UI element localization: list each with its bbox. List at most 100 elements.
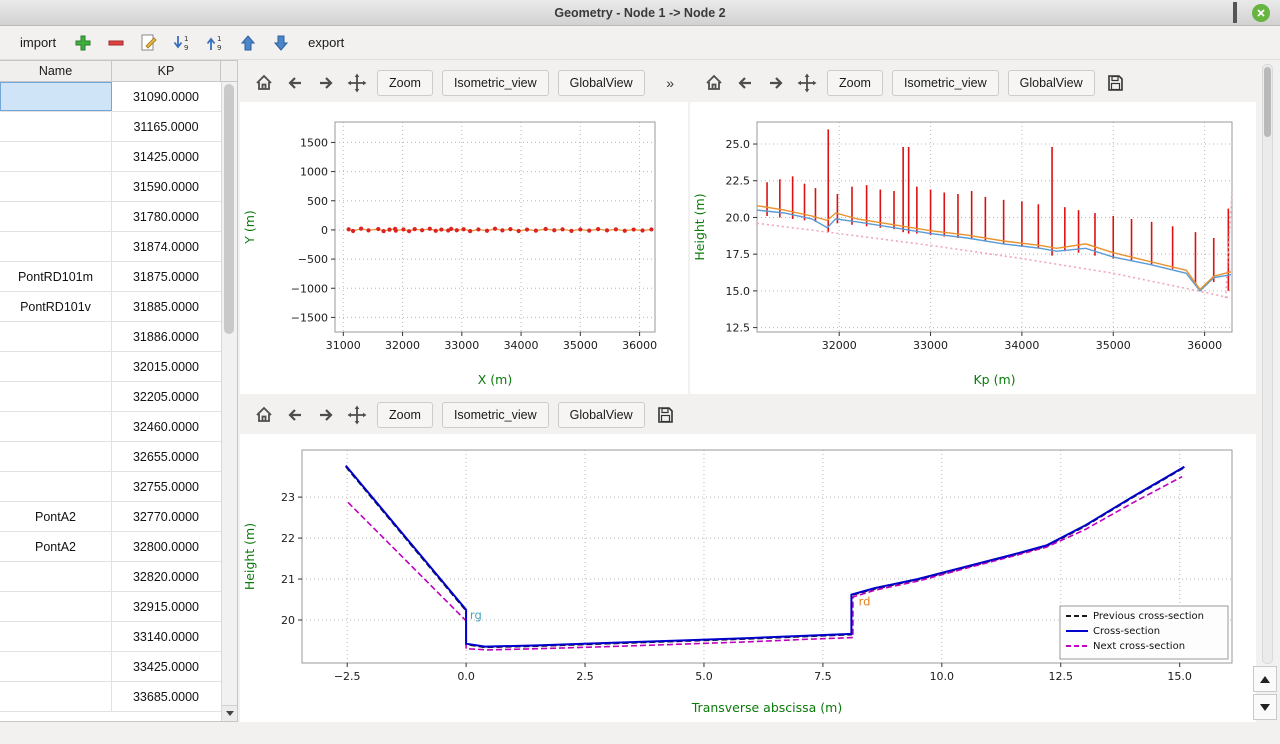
table-row[interactable]: PontRD101v 31885.0000 [0,292,221,322]
sort-ascending-button[interactable]: 1 9 [170,31,194,55]
kp-cell[interactable]: 31090.0000 [132,89,200,104]
name-cell[interactable]: PontRD101v [0,292,112,321]
kp-cell[interactable]: 33425.0000 [132,659,200,674]
name-cell[interactable] [0,82,112,111]
column-header-kp[interactable]: KP [112,61,221,81]
name-cell[interactable] [0,202,112,231]
name-cell[interactable] [0,232,112,261]
pan-button[interactable] [343,401,371,429]
kp-cell[interactable]: 32655.0000 [132,449,200,464]
table-row[interactable]: PontA2 32770.0000 [0,502,221,532]
isometric-view-button[interactable]: Isometric_view [891,70,999,96]
kp-cell[interactable]: 31886.0000 [132,329,200,344]
move-down-button[interactable] [269,31,293,55]
back-button[interactable] [281,69,309,97]
table-row[interactable]: 32015.0000 [0,352,221,382]
edit-button[interactable] [137,31,161,55]
column-header-name[interactable]: Name [0,61,112,81]
table-row[interactable]: 32755.0000 [0,472,221,502]
save-figure-button[interactable] [651,401,679,429]
name-cell[interactable] [0,472,112,501]
globalview-button[interactable]: GlobalView [557,70,645,96]
table-row[interactable]: PontA2 32800.0000 [0,532,221,562]
name-cell[interactable]: PontA2 [0,532,112,561]
isometric-view-button[interactable]: Isometric_view [441,70,549,96]
table-row[interactable]: 31590.0000 [0,172,221,202]
table-row[interactable]: 32915.0000 [0,592,221,622]
isometric-view-button[interactable]: Isometric_view [441,402,549,428]
close-button[interactable] [1252,4,1270,22]
table-row[interactable]: 31874.0000 [0,232,221,262]
name-cell[interactable] [0,172,112,201]
table-row[interactable]: 33685.0000 [0,682,221,712]
name-cell[interactable] [0,352,112,381]
pan-button[interactable] [793,69,821,97]
maximize-button[interactable] [1233,2,1237,23]
kp-cell[interactable]: 31885.0000 [132,299,200,314]
kp-cell[interactable]: 33685.0000 [132,689,200,704]
name-cell[interactable] [0,142,112,171]
zoom-button[interactable]: Zoom [827,70,883,96]
back-button[interactable] [731,69,759,97]
name-cell[interactable] [0,382,112,411]
table-row[interactable]: 31886.0000 [0,322,221,352]
kp-cell[interactable]: 32770.0000 [132,509,200,524]
delete-row-button[interactable] [104,31,128,55]
table-row[interactable]: 31425.0000 [0,142,221,172]
kp-cell[interactable]: 31780.0000 [132,209,200,224]
kp-cell[interactable]: 32755.0000 [132,479,200,494]
window-scrollbar[interactable] [1262,64,1273,664]
pan-button[interactable] [343,69,371,97]
long-profile-canvas[interactable]: 32000 33000 34000 35000 36000 12.5 15.0 17.5 20.… [690,102,1256,394]
import-button[interactable]: import [14,33,62,52]
kp-cell[interactable]: 32205.0000 [132,389,200,404]
name-cell[interactable] [0,592,112,621]
name-cell[interactable] [0,112,112,141]
home-button[interactable] [250,401,278,429]
kp-cell[interactable]: 31875.0000 [132,269,200,284]
scroll-down-button[interactable] [1253,694,1277,720]
sort-descending-button[interactable]: 1 9 [203,31,227,55]
table-row[interactable]: 32460.0000 [0,412,221,442]
cross-section-canvas[interactable]: −2.5 0.0 2.5 5.0 7.5 10.0 12.5 15.0 20 21 22 23 Tran… [240,434,1256,722]
save-figure-button[interactable] [1101,69,1129,97]
name-cell[interactable] [0,322,112,351]
table-scrollbar[interactable] [221,82,237,721]
toolbar-overflow-button[interactable]: » [662,75,678,91]
table-row[interactable]: 33140.0000 [0,622,221,652]
home-button[interactable] [250,69,278,97]
home-button[interactable] [700,69,728,97]
table-scroll-down-button[interactable] [222,705,237,721]
move-up-button[interactable] [236,31,260,55]
name-cell[interactable] [0,562,112,591]
name-cell[interactable] [0,622,112,651]
table-row[interactable]: 31090.0000 [0,82,221,112]
zoom-button[interactable]: Zoom [377,70,433,96]
name-cell[interactable] [0,682,112,711]
table-row[interactable]: 32820.0000 [0,562,221,592]
kp-cell[interactable]: 32915.0000 [132,599,200,614]
kp-cell[interactable]: 31590.0000 [132,179,200,194]
kp-cell[interactable]: 32820.0000 [132,569,200,584]
kp-cell[interactable]: 31874.0000 [132,239,200,254]
kp-cell[interactable]: 33140.0000 [132,629,200,644]
kp-cell[interactable]: 31165.0000 [133,119,199,134]
scroll-up-button[interactable] [1253,666,1277,692]
kp-cell[interactable]: 32800.0000 [132,539,200,554]
plan-view-canvas[interactable]: 31000 32000 33000 34000 35000 36000 −1500 −1000… [240,102,688,394]
table-row[interactable]: 33425.0000 [0,652,221,682]
back-button[interactable] [281,401,309,429]
forward-button[interactable] [762,69,790,97]
globalview-button[interactable]: GlobalView [1007,70,1095,96]
window-scrollbar-thumb[interactable] [1264,67,1271,137]
name-cell[interactable]: PontA2 [0,502,112,531]
zoom-button[interactable]: Zoom [377,402,433,428]
forward-button[interactable] [312,401,340,429]
kp-cell[interactable]: 31425.0000 [132,149,200,164]
table-scrollbar-thumb[interactable] [224,84,234,334]
name-cell[interactable] [0,412,112,441]
table-row[interactable]: 31165.0000 [0,112,221,142]
globalview-button[interactable]: GlobalView [557,402,645,428]
table-row[interactable]: 32205.0000 [0,382,221,412]
table-row[interactable]: 32655.0000 [0,442,221,472]
